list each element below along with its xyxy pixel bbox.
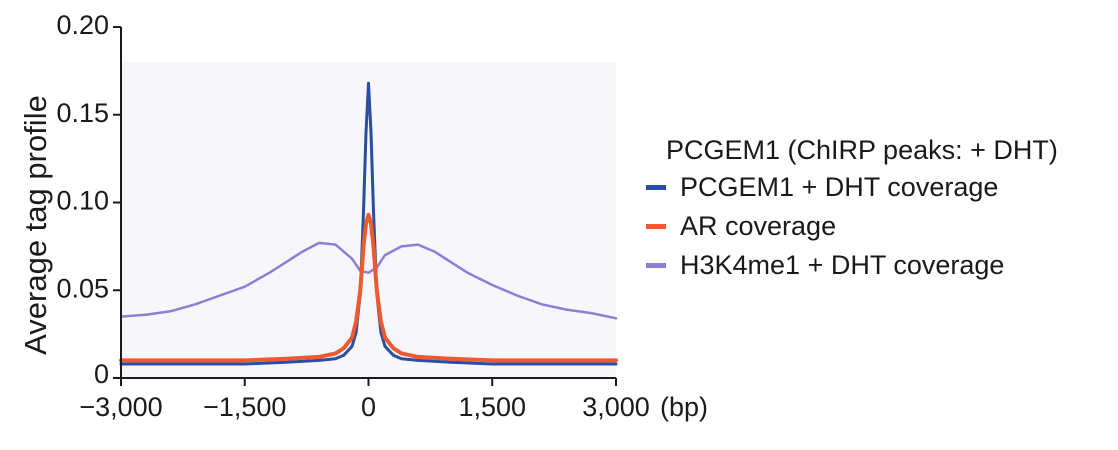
series-line-1 [119,212,618,363]
legend-item-ar: AR coverage [636,207,1058,246]
y-tick-label-2: 0.10 [56,186,109,216]
legend-title: PCGEM1 (ChIRP peaks: + DHT) [666,135,1058,165]
series-line-2 [119,241,618,320]
legend: PCGEM1 (ChIRP peaks: + DHT) PCGEM1 + DHT… [636,132,1058,285]
x-tick-label-3: 1,500 [458,392,526,422]
legend-label-h3k4me1: H3K4me1 + DHT coverage [680,250,1005,280]
legend-label-pcgem1: PCGEM1 + DHT coverage [680,172,999,202]
legend-swatch-h3k4me1 [646,263,666,268]
legend-swatch-pcgem1 [646,185,666,190]
y-tick-label-0: 0 [94,359,109,389]
x-tick-label-4: 3,000 [582,392,650,422]
x-tick-label-1: −1,500 [203,392,286,422]
x-axis-unit: (bp) [660,392,708,422]
x-tick-label-2: 0 [361,392,376,422]
x-tick-label-0: −3,000 [79,392,162,422]
series-layer [119,81,618,366]
series-line-0 [119,81,618,366]
y-tick-label-3: 0.15 [56,98,109,128]
y-axis-label: Average tag profile [18,95,53,355]
legend-item-pcgem1: PCGEM1 + DHT coverage [636,168,1058,207]
y-tick-label-4: 0.20 [56,10,109,40]
y-tick-label-1: 0.05 [56,273,109,303]
legend-item-h3k4me1: H3K4me1 + DHT coverage [636,246,1058,285]
legend-swatch-ar [646,224,666,229]
axes-layer: 0 0.05 0.10 0.15 0.20 −3,000 −1,500 0 1,500 3,000… [56,10,708,422]
legend-label-ar: AR coverage [680,211,837,241]
